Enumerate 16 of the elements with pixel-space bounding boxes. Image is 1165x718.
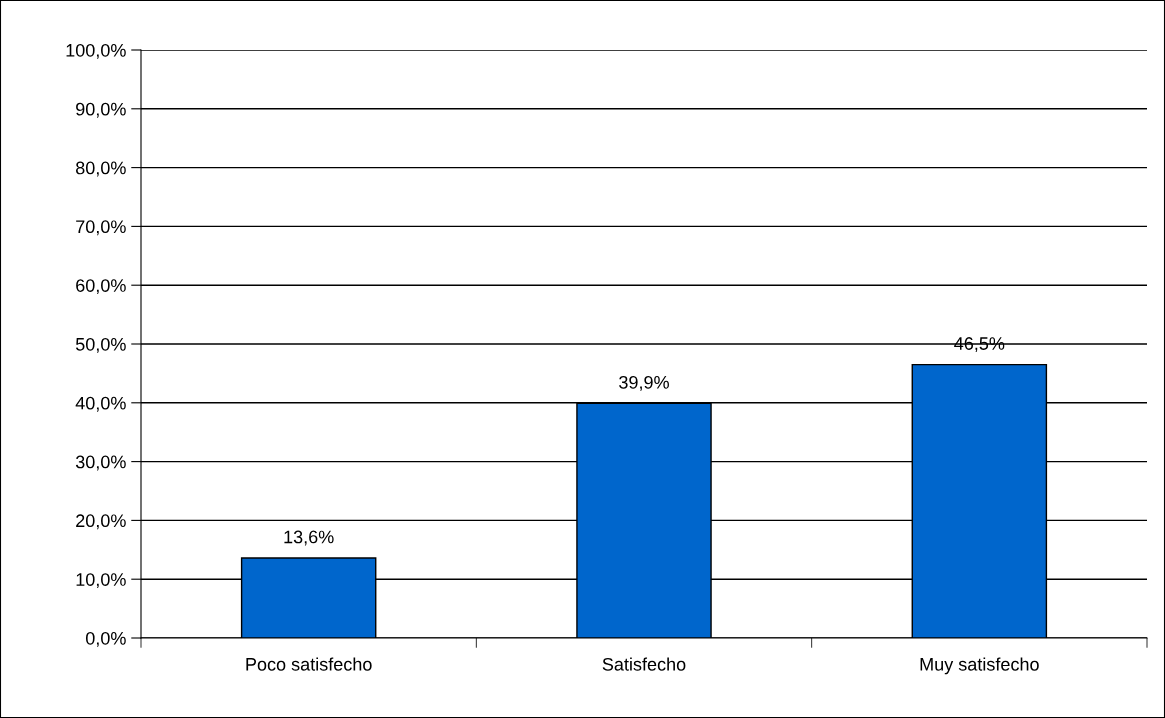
y-tick-label: 100,0% <box>66 43 126 59</box>
x-tick-label: Muy satisfecho <box>920 657 1039 675</box>
y-tick-label: 40,0% <box>75 396 126 412</box>
y-tick-label: 30,0% <box>75 455 126 471</box>
y-tick-label: 80,0% <box>76 161 126 177</box>
data-label: 13,6% <box>284 530 334 546</box>
y-tick-label: 70,0% <box>76 220 126 236</box>
y-tick-label: 50,0% <box>75 337 126 353</box>
x-tick-label: Poco satisfecho <box>246 657 372 671</box>
y-tick-label: 60,0% <box>76 279 126 295</box>
data-label: 39,9% <box>619 375 669 391</box>
y-tick-label: 0,0% <box>85 631 126 647</box>
y-tick-label: 90,0% <box>76 102 126 118</box>
y-tick-label: 20,0% <box>76 514 126 530</box>
x-tick-label: Satisfecho <box>602 657 686 671</box>
y-tick-label: 10,0% <box>76 573 126 589</box>
